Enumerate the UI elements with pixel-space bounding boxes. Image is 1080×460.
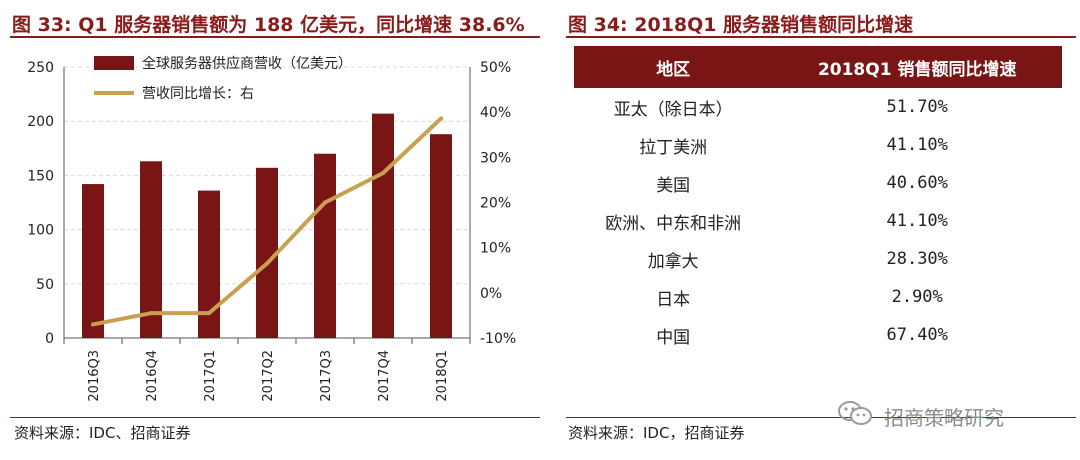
table-row: 拉丁美洲 41.10%: [574, 126, 1062, 164]
title-rule: [566, 36, 1076, 38]
y2-tick-label: 30%: [480, 150, 511, 166]
line-point: [323, 200, 327, 205]
y2-tick-label: -10%: [480, 331, 516, 347]
legend-line-label: 营收同比增长：右: [142, 86, 254, 102]
x-tick-label: 2018Q1: [435, 350, 450, 402]
line-point: [91, 322, 95, 327]
watermark-text: 招商策略研究: [884, 406, 1004, 430]
growth-cell: 51.70%: [886, 97, 948, 117]
x-tick-label: 2017Q1: [203, 350, 218, 402]
y-tick-label: 150: [27, 168, 54, 184]
legend-bar-label: 全球服务器供应商营收（亿美元）: [142, 55, 352, 72]
bar: [314, 153, 336, 338]
x-tick-label: 2016Q3: [87, 350, 102, 402]
legend-bar-swatch: [94, 56, 134, 70]
bar: [140, 161, 162, 338]
table-source: 资料来源：IDC，招商证券: [568, 424, 745, 442]
line-point: [149, 311, 153, 316]
growth-cell: 2.90%: [891, 287, 943, 307]
wechat-icon: [838, 401, 872, 425]
region-cell: 亚太（除日本）: [613, 99, 733, 120]
y-tick-label: 100: [27, 223, 54, 239]
bar: [198, 190, 220, 338]
region-cell: 拉丁美洲: [639, 137, 708, 158]
header-growth: 2018Q1 销售额同比增速: [772, 46, 1062, 88]
growth-table: 地区 2018Q1 销售额同比增速 亚太（除日本） 51.70% 拉丁美洲 41…: [574, 46, 1062, 354]
region-cell: 中国: [656, 327, 691, 348]
growth-cell: 41.10%: [886, 211, 948, 231]
table-header-row: 地区 2018Q1 销售额同比增速: [574, 46, 1062, 88]
y2-tick-label: 50%: [480, 60, 511, 76]
y-tick-label: 200: [27, 114, 54, 130]
title-rule: [10, 36, 540, 38]
growth-cell: 67.40%: [886, 325, 948, 345]
table-figure-title: 图 34: 2018Q1 服务器销售额同比增速: [568, 14, 914, 36]
region-cell: 美国: [656, 175, 691, 196]
y2-tick-label: 40%: [480, 105, 511, 121]
table-row: 日本 2.90%: [574, 278, 1062, 316]
line-point: [207, 311, 211, 316]
x-tick-label: 2017Q3: [319, 350, 334, 402]
line-point: [439, 116, 443, 121]
chart-figure-title: 图 33: Q1 服务器销售额为 188 亿美元，同比增速 38.6%: [12, 14, 525, 36]
growth-cell: 40.60%: [886, 173, 948, 193]
bar: [82, 184, 104, 338]
table-row: 亚太（除日本） 51.70%: [574, 88, 1062, 126]
header-region: 地区: [574, 46, 773, 88]
line-point: [381, 171, 385, 176]
chart-source: 资料来源：IDC、招商证券: [14, 424, 191, 442]
y-tick-label: 0: [45, 331, 54, 347]
y-tick-label: 50: [36, 277, 54, 293]
x-tick-label: 2017Q4: [377, 350, 392, 402]
left-chart-panel: 图 33: Q1 服务器销售额为 188 亿美元，同比增速 38.6% 0 50 1…: [10, 14, 540, 442]
growth-cell: 28.30%: [886, 249, 948, 269]
y2-tick-label: 0%: [480, 286, 502, 302]
y2-tick-label: 20%: [480, 196, 511, 212]
table-row: 加拿大 28.30%: [574, 240, 1062, 278]
growth-cell: 41.10%: [886, 135, 948, 155]
x-tick-label: 2016Q4: [145, 350, 160, 402]
x-tick-label: 2017Q2: [261, 350, 276, 402]
table-row: 美国 40.60%: [574, 164, 1062, 202]
source-rule: [566, 417, 1076, 418]
y-tick-label: 250: [27, 60, 54, 76]
bar: [430, 134, 452, 338]
y2-tick-label: 10%: [480, 241, 511, 257]
revenue-chart: 0 50 100 150 200 250 -10% 0% 10% 20% 30% 40% 50% 2016…: [27, 55, 516, 402]
bar: [256, 167, 278, 338]
region-cell: 欧洲、中东和非洲: [605, 213, 742, 234]
table-row: 中国 67.40%: [574, 316, 1062, 354]
right-table-panel: 图 34: 2018Q1 服务器销售额同比增速 地区 2018Q1 销售额同比增…: [560, 0, 1080, 460]
region-cell: 日本: [656, 289, 691, 310]
source-rule: [10, 417, 540, 418]
region-cell: 加拿大: [647, 251, 699, 272]
line-point: [265, 261, 269, 266]
table-row: 欧洲、中东和非洲 41.10%: [574, 202, 1062, 240]
bar: [372, 113, 394, 338]
